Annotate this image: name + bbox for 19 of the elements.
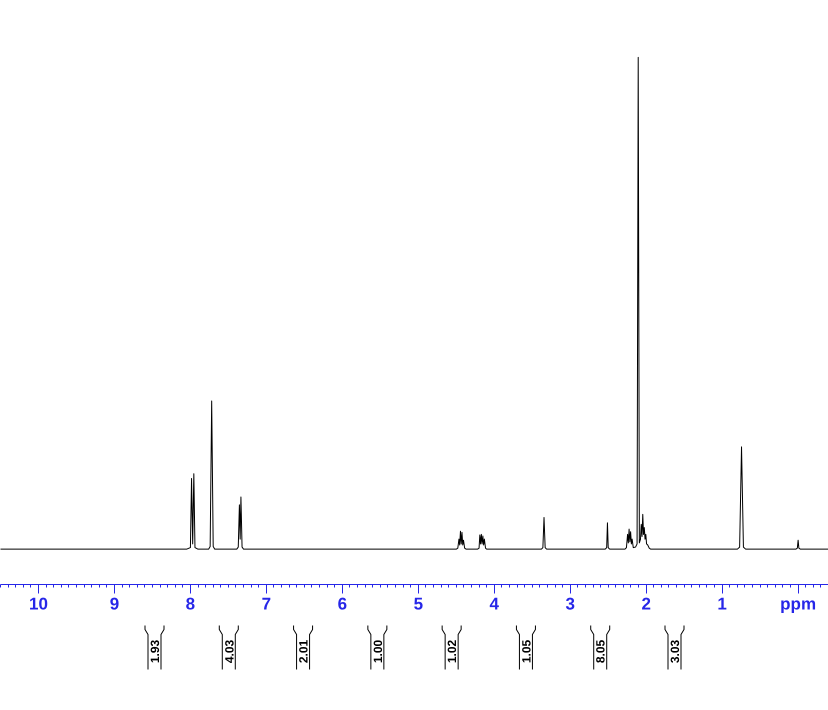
x-tick-label: 5 [414,594,424,614]
x-tick-label: 10 [29,594,48,614]
text: 1.05 [519,639,534,664]
text: 1.00 [370,639,385,664]
x-tick-label: 2 [641,594,651,614]
text: 1.93 [148,639,162,664]
x-tick-label: 1 [717,594,727,614]
text: 4.03 [222,639,236,664]
x-tick-label: 7 [262,594,272,614]
text: 8.05 [594,639,608,664]
x-tick-label: 8 [186,594,196,614]
text: 3.03 [668,639,682,664]
x-tick-label: 4 [490,594,500,614]
x-tick-label: 3 [565,594,575,614]
x-tick-label: 6 [338,594,348,614]
x-tick-label: ppm [780,594,816,614]
text: 1.02 [445,639,460,664]
x-tick-label: 9 [110,594,120,614]
text: 2.01 [296,639,311,664]
